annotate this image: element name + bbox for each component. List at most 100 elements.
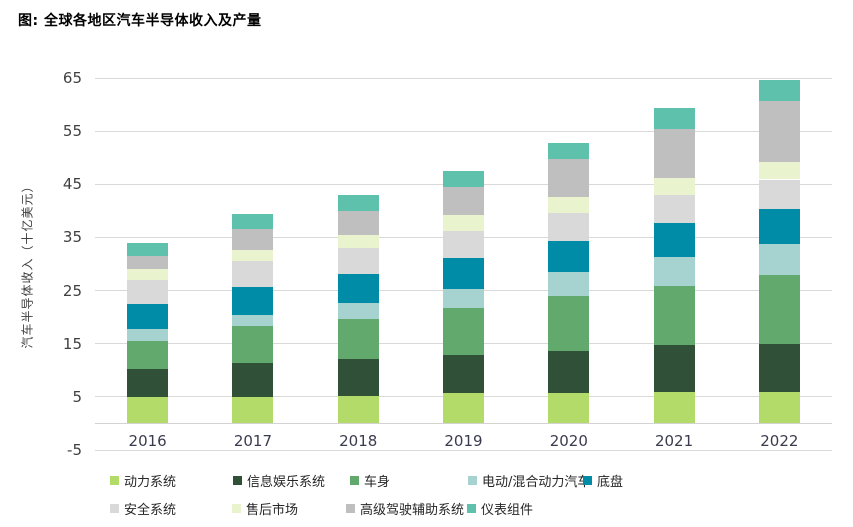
- bar-segment: [127, 256, 169, 270]
- bar-segment: [443, 171, 484, 187]
- legend-item: 底盘: [583, 473, 624, 490]
- y-axis-ticks: 65 55 45 35 25 15 5 -5: [0, 69, 82, 459]
- bar-segment: [653, 285, 695, 345]
- bar-segment: [653, 256, 695, 286]
- gridline: [95, 77, 832, 79]
- y-tick-label: 45: [62, 175, 82, 194]
- bar-segment: [337, 359, 379, 396]
- bar-segment: [127, 328, 169, 341]
- bar-segment: [232, 286, 274, 315]
- bar-segment: [232, 249, 274, 261]
- bar-segment: [337, 274, 379, 304]
- bar-segment: [653, 222, 695, 257]
- bar-segment: [443, 257, 484, 289]
- bar-segment: [337, 194, 379, 211]
- y-tick-label: 5: [72, 387, 82, 406]
- legend-label: 售后市场: [246, 502, 299, 518]
- y-tick-label: 35: [62, 228, 82, 247]
- bar-segment: [653, 177, 695, 195]
- bar-segment: [758, 343, 800, 392]
- bar-segment: [127, 340, 169, 370]
- bar-segment: [548, 158, 590, 198]
- bar-segment: [653, 129, 695, 178]
- bar-segment: [337, 235, 379, 248]
- bar-segment: [443, 392, 484, 424]
- legend-item: 车身: [350, 473, 391, 490]
- plot-area: 2016 2017 2018 2019 2020 2021 2022: [95, 77, 832, 451]
- bar-segment: [127, 303, 169, 329]
- gridline: [95, 130, 832, 132]
- bar-segment: [337, 247, 379, 275]
- y-tick-label: -5: [67, 441, 82, 459]
- legend-swatch-icon: [350, 475, 359, 485]
- legend-swatch-icon: [110, 475, 119, 485]
- bar-segment: [337, 318, 379, 360]
- chart-title: 图: 全球各地区汽车半导体收入及产量: [18, 13, 262, 29]
- x-tick-label: 2020: [549, 432, 588, 451]
- bar-segment: [127, 396, 169, 424]
- bar-segment: [443, 288, 484, 309]
- bar-segment: [232, 228, 274, 250]
- bar-segment: [548, 241, 590, 272]
- legend-item: 电动/混合动力汽车: [468, 473, 590, 490]
- legend-item: 高级驾驶辅助系统: [346, 501, 465, 518]
- bar-segment: [758, 391, 800, 424]
- bar-segment: [337, 303, 379, 319]
- bar-segment: [127, 279, 169, 304]
- x-tick-label: 2016: [128, 432, 167, 451]
- bar-segment: [758, 161, 800, 180]
- bar-segment: [127, 369, 169, 397]
- bar-segment: [548, 350, 590, 393]
- x-tick-label: 2021: [654, 432, 694, 451]
- legend-item: 仪表组件: [467, 501, 534, 518]
- legend-label: 高级驾驶辅助系统: [360, 502, 465, 518]
- legend-label: 车身: [364, 474, 391, 490]
- bar-segment: [548, 212, 590, 242]
- legend-label: 底盘: [597, 474, 624, 490]
- legend-label: 仪表组件: [481, 502, 534, 518]
- legend-swatch-icon: [583, 475, 592, 485]
- bar-segment: [758, 208, 800, 244]
- legend-swatch-icon: [233, 475, 242, 485]
- legend-item: 安全系统: [110, 501, 176, 518]
- bar-segment: [758, 100, 800, 162]
- bar-segment: [653, 344, 695, 392]
- bar-segment: [443, 186, 484, 216]
- bar-segment: [548, 295, 590, 351]
- bar-segment: [548, 392, 590, 424]
- bar-segment: [653, 194, 695, 223]
- bar-segment: [232, 260, 274, 287]
- x-tick-label: 2022: [760, 432, 799, 451]
- legend-swatch-icon: [232, 503, 241, 513]
- y-tick-label: 55: [62, 122, 82, 141]
- bar-segment: [232, 315, 274, 327]
- bar-segment: [758, 179, 800, 209]
- legend-item: 信息娱乐系统: [233, 473, 326, 490]
- legend-swatch-icon: [346, 503, 355, 513]
- legend-swatch-icon: [467, 503, 476, 513]
- bar-segment: [443, 354, 484, 393]
- bar-segment: [127, 269, 169, 280]
- bar-segment: [443, 308, 484, 355]
- bar-segment: [758, 275, 800, 344]
- legend-item: 售后市场: [232, 501, 299, 518]
- bar-segment: [337, 210, 379, 236]
- bar-segment: [443, 215, 484, 232]
- legend-label: 动力系统: [124, 474, 177, 490]
- legend-swatch-icon: [110, 503, 119, 513]
- y-tick-label: 65: [62, 69, 82, 87]
- bar-segment: [443, 231, 484, 258]
- legend-swatch-icon: [468, 475, 477, 485]
- x-tick-label: 2017: [233, 432, 273, 451]
- bar-segment: [653, 108, 695, 129]
- legend-label: 信息娱乐系统: [247, 474, 326, 490]
- y-tick-label: 15: [62, 334, 82, 353]
- x-tick-label: 2018: [339, 432, 378, 451]
- bar-segment: [758, 79, 800, 101]
- x-axis-line: [95, 422, 832, 424]
- bar-segment: [232, 362, 274, 397]
- bar-segment: [548, 271, 590, 296]
- bar-segment: [232, 214, 274, 229]
- bar-segment: [232, 396, 274, 424]
